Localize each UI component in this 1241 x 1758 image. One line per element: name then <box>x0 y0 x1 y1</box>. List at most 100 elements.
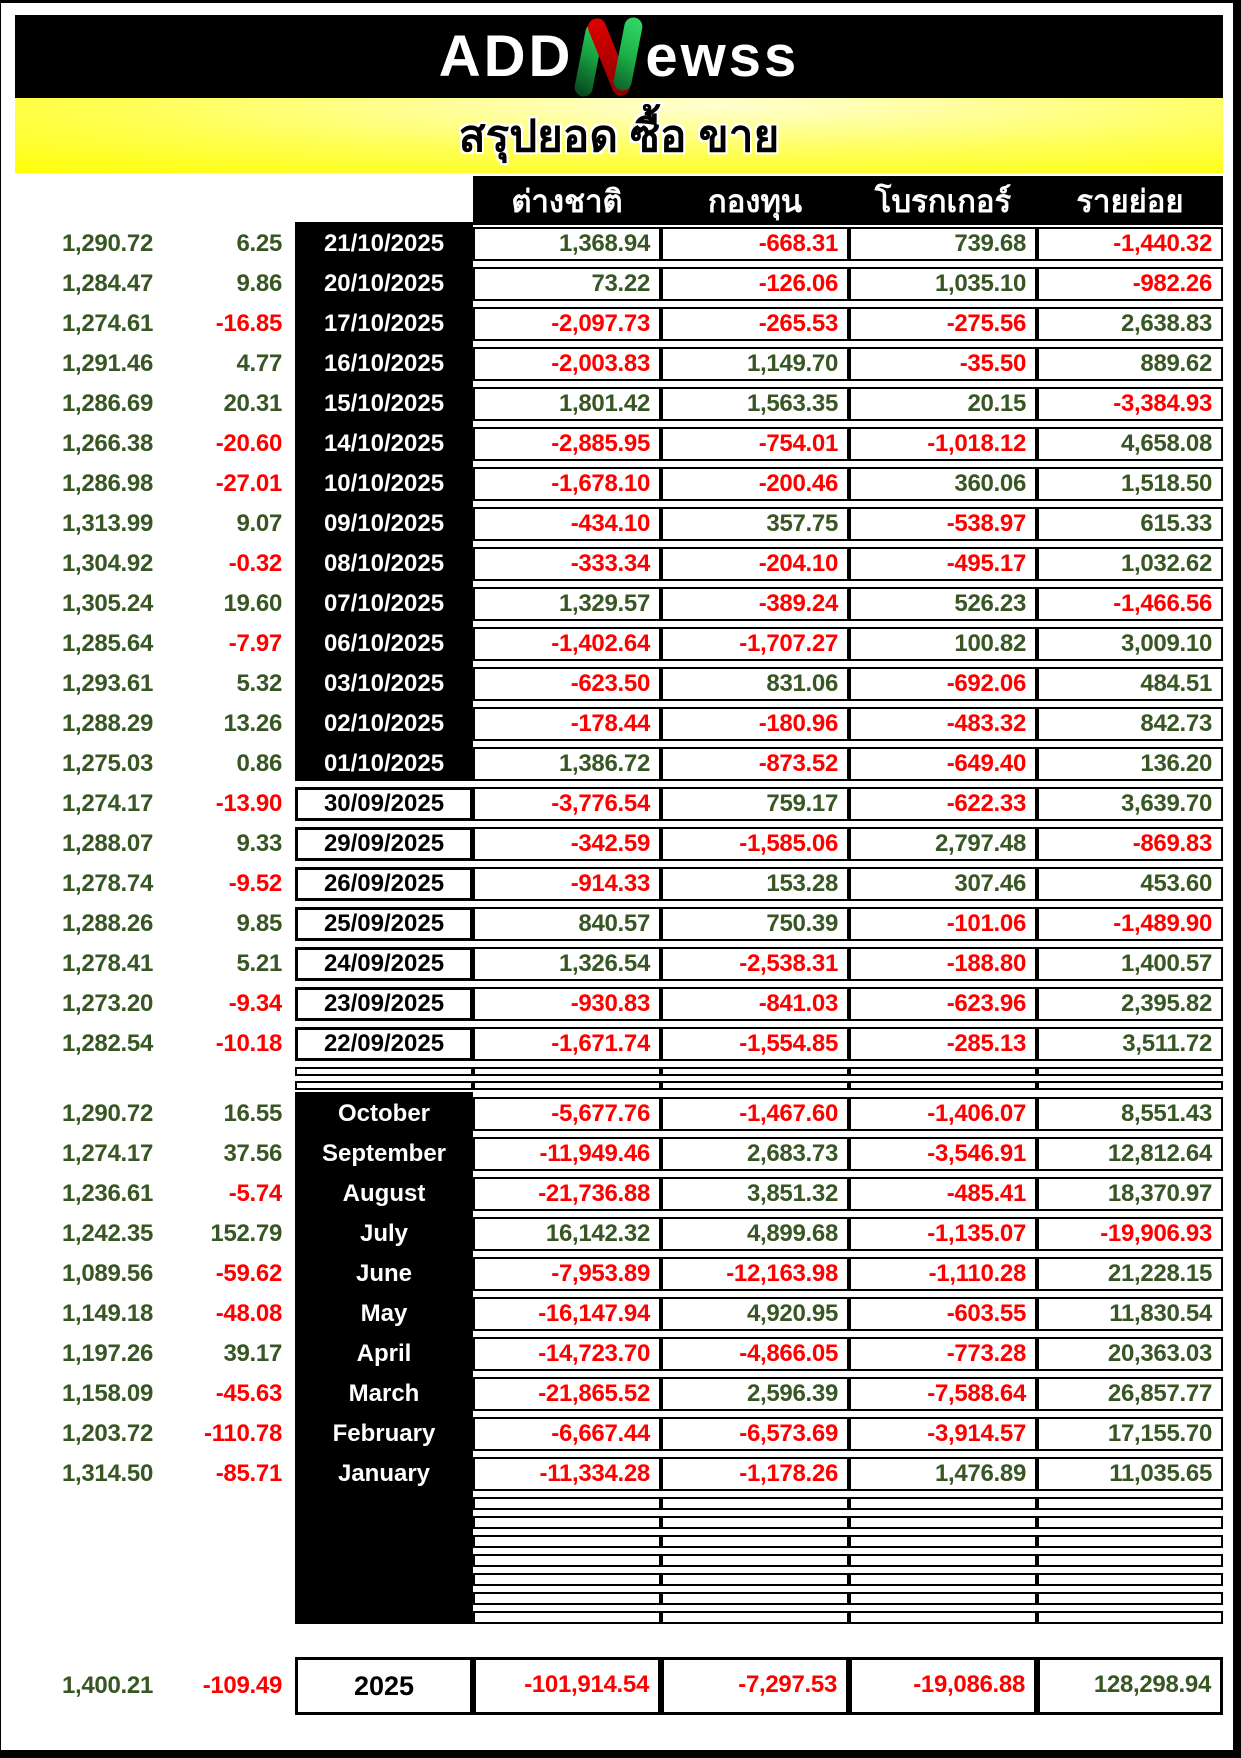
empty-value-cell <box>473 1611 661 1624</box>
change-value: -110.78 <box>204 1420 282 1447</box>
value-cell: 739.68 <box>849 227 1037 261</box>
value-cell: -7,953.89 <box>473 1257 661 1291</box>
date-cell: August <box>342 1180 426 1207</box>
index-value: 1,314.50 <box>61 1460 153 1487</box>
left-pad <box>15 1516 290 1529</box>
empty-value-cell <box>473 1554 661 1567</box>
value-cell: 12,812.64 <box>1037 1137 1223 1171</box>
date-cell: January <box>337 1460 431 1487</box>
value-cell: -6,667.44 <box>473 1417 661 1451</box>
index-value: 1,291.46 <box>61 350 153 377</box>
empty-value-cell <box>1037 1592 1223 1605</box>
change-value: -13.90 <box>215 790 283 817</box>
date-cell: 16/10/2025 <box>323 350 445 377</box>
change-value: -48.08 <box>215 1300 283 1327</box>
table-row: 1,203.72 -110.78 February -6,667.44 -6,573.6… <box>15 1417 1223 1451</box>
daily-section: 1,290.72 6.25 21/10/2025 1,368.94 -668.31 739… <box>15 222 1223 1090</box>
value-cell: -265.53 <box>661 307 849 341</box>
change-value: 5.21 <box>236 950 282 977</box>
change-value: 16.55 <box>223 1100 282 1127</box>
table-row: 1,291.46 4.77 16/10/2025 -2,003.83 1,149.70-… <box>15 347 1223 381</box>
date-cell: 09/10/2025 <box>323 510 445 537</box>
value-cell: -11,334.28 <box>473 1457 661 1491</box>
value-cell: -930.83 <box>473 987 661 1021</box>
index-value: 1,290.72 <box>61 230 153 257</box>
table-row: 1,304.92 -0.32 08/10/2025 -333.34 -204.10 -49… <box>15 547 1223 581</box>
table-row: 1,290.72 6.25 21/10/2025 1,368.94 -668.31 739… <box>15 227 1223 261</box>
change-value: -20.60 <box>215 430 283 457</box>
value-cell: 3,009.10 <box>1037 627 1223 661</box>
change-value: 37.56 <box>223 1140 282 1167</box>
empty-value-cell <box>849 1573 1037 1586</box>
value-cell: -1,466.56 <box>1037 587 1223 621</box>
empty-value-cell <box>1037 1554 1223 1567</box>
value-cell: -2,097.73 <box>473 307 661 341</box>
value-cell: 4,899.68 <box>661 1217 849 1251</box>
date-cell: 25/09/2025 <box>295 907 473 941</box>
value-cell: 1,476.89 <box>849 1457 1037 1491</box>
empty-value-cell <box>849 1067 1037 1076</box>
table-row: 1,278.41 5.21 24/09/2025 1,326.54 -2,538.31-… <box>15 947 1223 981</box>
value-cell: 3,639.70 <box>1037 787 1223 821</box>
value-cell: 750.39 <box>661 907 849 941</box>
index-value: 1,275.03 <box>61 750 153 777</box>
date-cell: 02/10/2025 <box>323 710 445 737</box>
value-cell: -389.24 <box>661 587 849 621</box>
table-row: 1,149.18 -48.08 May -16,147.94 4,920.95 -603.… <box>15 1297 1223 1331</box>
table-row: 1,305.24 19.60 07/10/2025 1,329.57 -389.24 52… <box>15 587 1223 621</box>
value-cell: 615.33 <box>1037 507 1223 541</box>
date-cell: 08/10/2025 <box>323 550 445 577</box>
index-value: 1,197.26 <box>61 1340 153 1367</box>
value-cell: -773.28 <box>849 1337 1037 1371</box>
table-row: 1,284.47 9.86 20/10/2025 73.22 -126.06 1,035.… <box>15 267 1223 301</box>
table-row: 1,313.99 9.07 09/10/2025 -434.10 357.75 -538.… <box>15 507 1223 541</box>
value-cell: -649.40 <box>849 747 1037 781</box>
value-cell: -2,538.31 <box>661 947 849 981</box>
value-cell: 153.28 <box>661 867 849 901</box>
date-cell: 29/09/2025 <box>295 827 473 861</box>
change-value: -0.32 <box>228 550 283 577</box>
value-cell: -1,018.12 <box>849 427 1037 461</box>
empty-value-cell <box>1037 1516 1223 1529</box>
empty-value-cell <box>849 1081 1037 1090</box>
index-value: 1,203.72 <box>61 1420 153 1447</box>
logo: ADD ewss <box>439 15 800 99</box>
date-strip-space <box>295 1497 473 1510</box>
index-value: 1,293.61 <box>61 670 153 697</box>
value-cell: -869.83 <box>1037 827 1223 861</box>
value-cell: -275.56 <box>849 307 1037 341</box>
value-cell: 4,658.08 <box>1037 427 1223 461</box>
yearly-section: 1,400.21 -109.49 2025 -101,914.54 -7,297.53-… <box>15 1657 1223 1715</box>
index-value: 1,274.17 <box>61 1140 153 1167</box>
column-header-retail: รายย่อย <box>1076 183 1184 219</box>
value-cell: -7,588.64 <box>849 1377 1037 1411</box>
index-value: 1,149.18 <box>61 1300 153 1327</box>
value-cell: -188.80 <box>849 947 1037 981</box>
empty-row <box>15 1611 1223 1624</box>
value-cell: -6,573.69 <box>661 1417 849 1451</box>
year-label: 2025 <box>295 1657 473 1715</box>
value-cell: 11,035.65 <box>1037 1457 1223 1491</box>
value-cell: -873.52 <box>661 747 849 781</box>
index-value: 1,158.09 <box>61 1380 153 1407</box>
value-cell: 16,142.32 <box>473 1217 661 1251</box>
value-cell: -622.33 <box>849 787 1037 821</box>
index-value: 1,400.21 <box>61 1672 153 1699</box>
change-value: -9.34 <box>228 990 283 1017</box>
empty-value-cell <box>661 1497 849 1510</box>
table-row: 1,285.64 -7.97 06/10/2025 -1,402.64 -1,707.2… <box>15 627 1223 661</box>
empty-value-cell <box>473 1516 661 1529</box>
table-row: 1,293.61 5.32 03/10/2025 -623.50 831.06 -692.… <box>15 667 1223 701</box>
table-row: 1,275.03 0.86 01/10/2025 1,386.72 -873.52 -64… <box>15 747 1223 781</box>
value-cell: -200.46 <box>661 467 849 501</box>
table-row: 1,288.26 9.85 25/09/2025 840.57 750.39 -101.0… <box>15 907 1223 941</box>
value-cell: 1,032.62 <box>1037 547 1223 581</box>
left-pad <box>15 1067 290 1076</box>
empty-value-cell <box>1037 1535 1223 1548</box>
value-cell: 1,329.57 <box>473 587 661 621</box>
column-header-fund: กองทุน <box>707 183 803 219</box>
title-bar: สรุปยอด ซื้อ ขาย <box>15 98 1223 173</box>
value-cell: 2,596.39 <box>661 1377 849 1411</box>
empty-value-cell <box>849 1535 1037 1548</box>
table-row: 1,288.29 13.26 02/10/2025 -178.44 -180.96 -48… <box>15 707 1223 741</box>
